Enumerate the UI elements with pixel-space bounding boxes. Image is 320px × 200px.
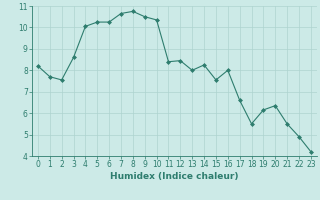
X-axis label: Humidex (Indice chaleur): Humidex (Indice chaleur): [110, 172, 239, 181]
